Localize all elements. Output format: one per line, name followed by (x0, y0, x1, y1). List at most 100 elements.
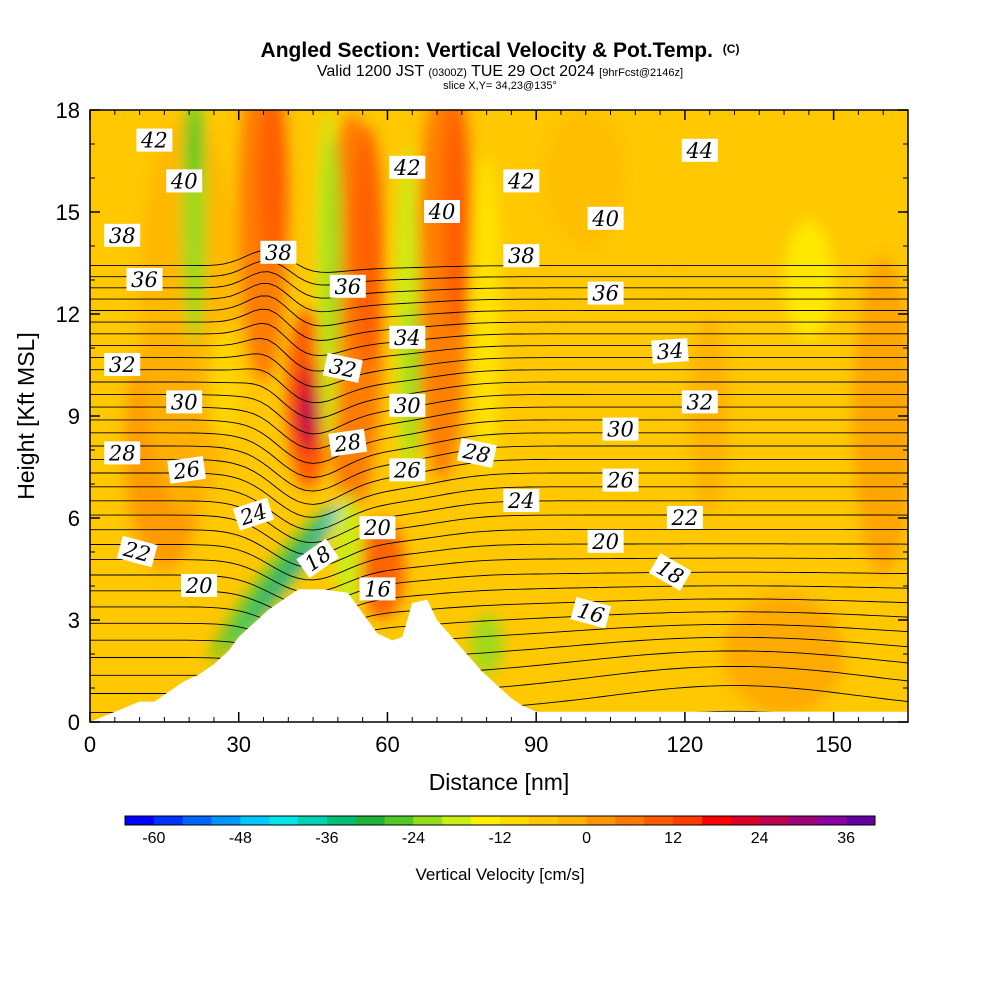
colorbar-swatch (673, 816, 703, 825)
isentrope-line (90, 393, 908, 435)
slice-info: slice X,Y= 34,23@135° (443, 80, 557, 92)
isentrope-label-text: 38 (109, 224, 136, 248)
isentrope-label-bg (260, 240, 297, 264)
colorbar-tick-label: 36 (837, 830, 855, 847)
isentrope-labels: 4240383632302826242220181638363432302826… (104, 128, 718, 629)
isentrope-label-text: 34 (656, 338, 684, 364)
colorbar-tick-label: 12 (664, 830, 682, 847)
colorbar-swatch (644, 816, 674, 825)
chart-title: Angled Section: Vertical Velocity & Pot.… (261, 39, 740, 62)
isentrope-line (90, 611, 908, 645)
isentrope-line (90, 353, 908, 388)
velocity-cell (209, 322, 238, 442)
colorbar-swatch (240, 816, 270, 825)
colorbar-tick-label: -60 (142, 830, 165, 847)
isentrope-label: 30 (389, 393, 426, 418)
colorbar-swatch (471, 816, 501, 825)
isentrope-label-bg (328, 428, 368, 457)
isentrope-label-bg (681, 390, 718, 414)
isentrope-line (90, 283, 908, 313)
isentrope-label: 38 (503, 244, 540, 268)
isentrope-label: 30 (166, 390, 203, 414)
isentrope-label-text: 26 (171, 457, 202, 485)
isentrope-label-text: 24 (507, 489, 535, 513)
isentrope-label-text: 20 (185, 574, 213, 598)
isentrope-line (90, 528, 908, 568)
x-tick-label: 30 (226, 732, 250, 757)
isentrope-label: 20 (181, 574, 218, 598)
colorbar-swatch (759, 816, 789, 825)
isentrope-label: 42 (389, 155, 426, 180)
isentrope-label-bg (503, 489, 540, 512)
colorbar-swatch (788, 816, 818, 825)
isentrope-label: 40 (166, 169, 203, 193)
isentrope-label-text: 32 (109, 353, 136, 377)
isentrope-label-text: 32 (686, 390, 713, 414)
y-tick-label: 12 (56, 302, 80, 327)
plot-area: 4240383632302826242220181638363432302826… (90, 110, 908, 722)
isentrope-label-bg (389, 393, 426, 417)
isentrope-label-bg (329, 274, 366, 298)
isentrope-label: 40 (424, 200, 460, 224)
colorbar-swatch (500, 816, 530, 825)
chart-subtitle: Valid 1200 JST (0300Z) TUE 29 Oct 2024 [… (317, 63, 683, 80)
y-tick-label: 15 (56, 200, 80, 225)
isentrope-label-bg (602, 468, 639, 492)
isentrope-line (90, 249, 908, 273)
isentrope-label: 36 (329, 274, 366, 299)
colorbar-swatch (326, 816, 357, 825)
isentrope-label: 42 (503, 169, 540, 193)
isentrope-label: 20 (587, 529, 624, 554)
colorbar-swatch (615, 816, 645, 825)
isentrope-label-text: 42 (140, 129, 168, 153)
isentrope-line (90, 623, 908, 659)
isentrope-label: 34 (389, 325, 426, 350)
isentrope-label-bg (232, 497, 275, 531)
isentrope-label: 36 (126, 268, 163, 292)
isentrope-label-bg (389, 325, 426, 349)
isentrope-line (90, 406, 908, 450)
isentrope-label-text: 38 (508, 244, 535, 268)
isentrope-label: 34 (651, 338, 689, 364)
isentrope-label: 26 (167, 456, 207, 485)
isentrope-label: 38 (104, 223, 141, 248)
isentrope-label-bg (587, 206, 624, 230)
isentrope-label-text: 40 (428, 200, 456, 224)
isentrope-line (90, 381, 908, 419)
colorbar-swatch (528, 816, 559, 825)
isentrope-line (90, 337, 908, 372)
isentrope-label: 30 (602, 417, 639, 442)
colorbar-swatch (211, 816, 241, 825)
isentrope-line (90, 557, 908, 593)
x-axis-label: Distance [nm] (429, 769, 570, 795)
velocity-cell (323, 136, 342, 356)
colorbar-swatch (355, 816, 386, 825)
isentrope-label-text: 22 (671, 506, 699, 530)
velocity-cell (472, 154, 501, 474)
isentrope-label-bg (570, 596, 612, 629)
velocity-cell (301, 391, 316, 441)
y-tick-label: 9 (68, 404, 80, 429)
isentrope-label-text: 16 (364, 577, 391, 601)
isentrope-label-bg (322, 352, 363, 383)
y-axis-label: Height [Kft MSL] (13, 332, 39, 499)
isentrope-line (90, 514, 908, 556)
velocity-cell (724, 594, 845, 714)
isentrope-label: 28 (328, 428, 368, 457)
isentrope-label: 24 (503, 489, 540, 513)
isentrope-label: 20 (359, 516, 396, 540)
isentrope-line (90, 445, 908, 492)
isentrope-line (90, 458, 908, 505)
isentrope-line (90, 295, 908, 327)
isentrope-label: 36 (587, 281, 624, 306)
isentrope-label-bg (651, 338, 689, 364)
isentrope-line (90, 432, 908, 478)
isentrope-label-bg (503, 244, 540, 268)
isentrope-label-text: 30 (607, 418, 634, 442)
isentrope-label-bg (126, 268, 163, 291)
valid-time-utc: (0300Z) (428, 67, 467, 79)
colorbar-swatch (298, 816, 328, 825)
isentrope-label: 26 (389, 458, 426, 482)
